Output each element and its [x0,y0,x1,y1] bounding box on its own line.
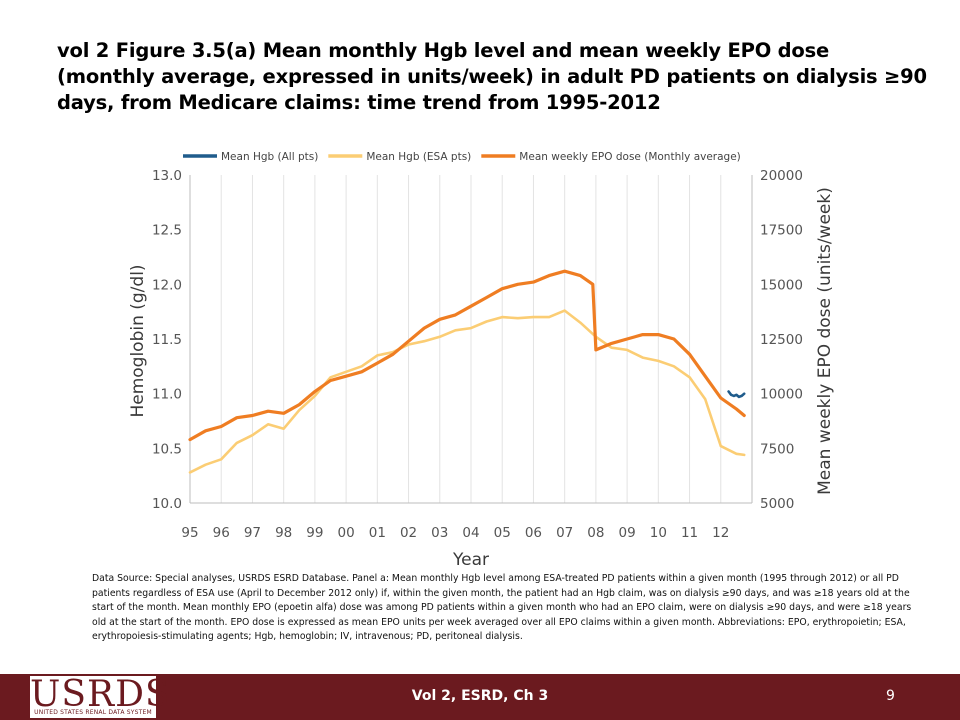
legend-entry: Mean Hgb (All pts) [221,151,318,163]
x-tick-label: 97 [244,525,261,541]
legend-entry: Mean Hgb (ESA pts) [366,151,471,163]
x-tick-label: 08 [587,525,604,541]
logo-subtext: UNITED STATES RENAL DATA SYSTEM [34,709,152,716]
x-tick-label: 12 [712,525,729,541]
hgb-epo-line-chart: 10.010.511.011.512.012.513.0500075001000… [128,151,835,570]
y-left-tick-label: 12.0 [152,277,182,293]
y-left-tick-label: 10.5 [152,441,182,457]
y-axis-right-label: Mean weekly EPO dose (units/week) [815,187,835,495]
usrds-logo: USRDS UNITED STATES RENAL DATA SYSTEM [30,674,171,718]
x-tick-label: 05 [494,525,511,541]
y-right-tick-label: 5000 [760,496,794,512]
page-title: vol 2 Figure 3.5(a) Mean monthly Hgb lev… [57,39,927,114]
legend: Mean Hgb (All pts) Mean Hgb (ESA pts) Mean… [183,151,741,163]
data-series [188,269,746,474]
x-tick-label: 04 [462,525,479,541]
y-right-tick-label: 10000 [760,387,803,403]
y-right-tick-label: 15000 [760,277,803,293]
data-source-note: Data Source: Special analyses, USRDS ESR… [92,573,912,642]
series-line-1 [188,309,746,474]
y-right-tick-label: 12500 [760,332,803,348]
x-tick-label: 01 [369,525,386,541]
series-line-0 [727,390,746,399]
y-left-tick-label: 12.5 [152,223,182,239]
x-tick-label: 99 [306,525,323,541]
legend-entry: Mean weekly EPO dose (Monthly average) [519,151,740,163]
logo-text: USRDS [30,674,171,715]
y-left-tick-label: 11.5 [152,332,182,348]
y-right-tick-label: 17500 [760,223,803,239]
x-tick-label: 02 [400,525,417,541]
footer-label: Vol 2, ESRD, Ch 3 [411,688,549,704]
x-tick-label: 95 [181,525,198,541]
x-tick-label: 11 [681,525,698,541]
y-right-tick-label: 7500 [760,441,794,457]
y-right-tick-label: 20000 [760,168,803,184]
page-number: 9 [886,688,895,704]
x-tick-label: 10 [650,525,667,541]
y-left-tick-label: 11.0 [152,387,182,403]
x-tick-label: 96 [213,525,230,541]
y-left-tick-label: 10.0 [152,496,182,512]
x-tick-label: 03 [431,525,448,541]
x-tick-label: 00 [338,525,355,541]
y-axis-left-label: Hemoglobin (g/dl) [128,264,148,417]
x-tick-label: 06 [525,525,542,541]
x-tick-label: 09 [619,525,636,541]
x-tick-label: 07 [556,525,573,541]
x-axis-label: Year [452,550,489,570]
footer-bar [0,674,960,720]
axes: 10.010.511.011.512.012.513.0500075001000… [152,168,803,541]
vertical-gridlines [189,175,753,503]
y-left-tick-label: 13.0 [152,168,182,184]
x-tick-label: 98 [275,525,292,541]
series-line-2 [188,269,746,442]
